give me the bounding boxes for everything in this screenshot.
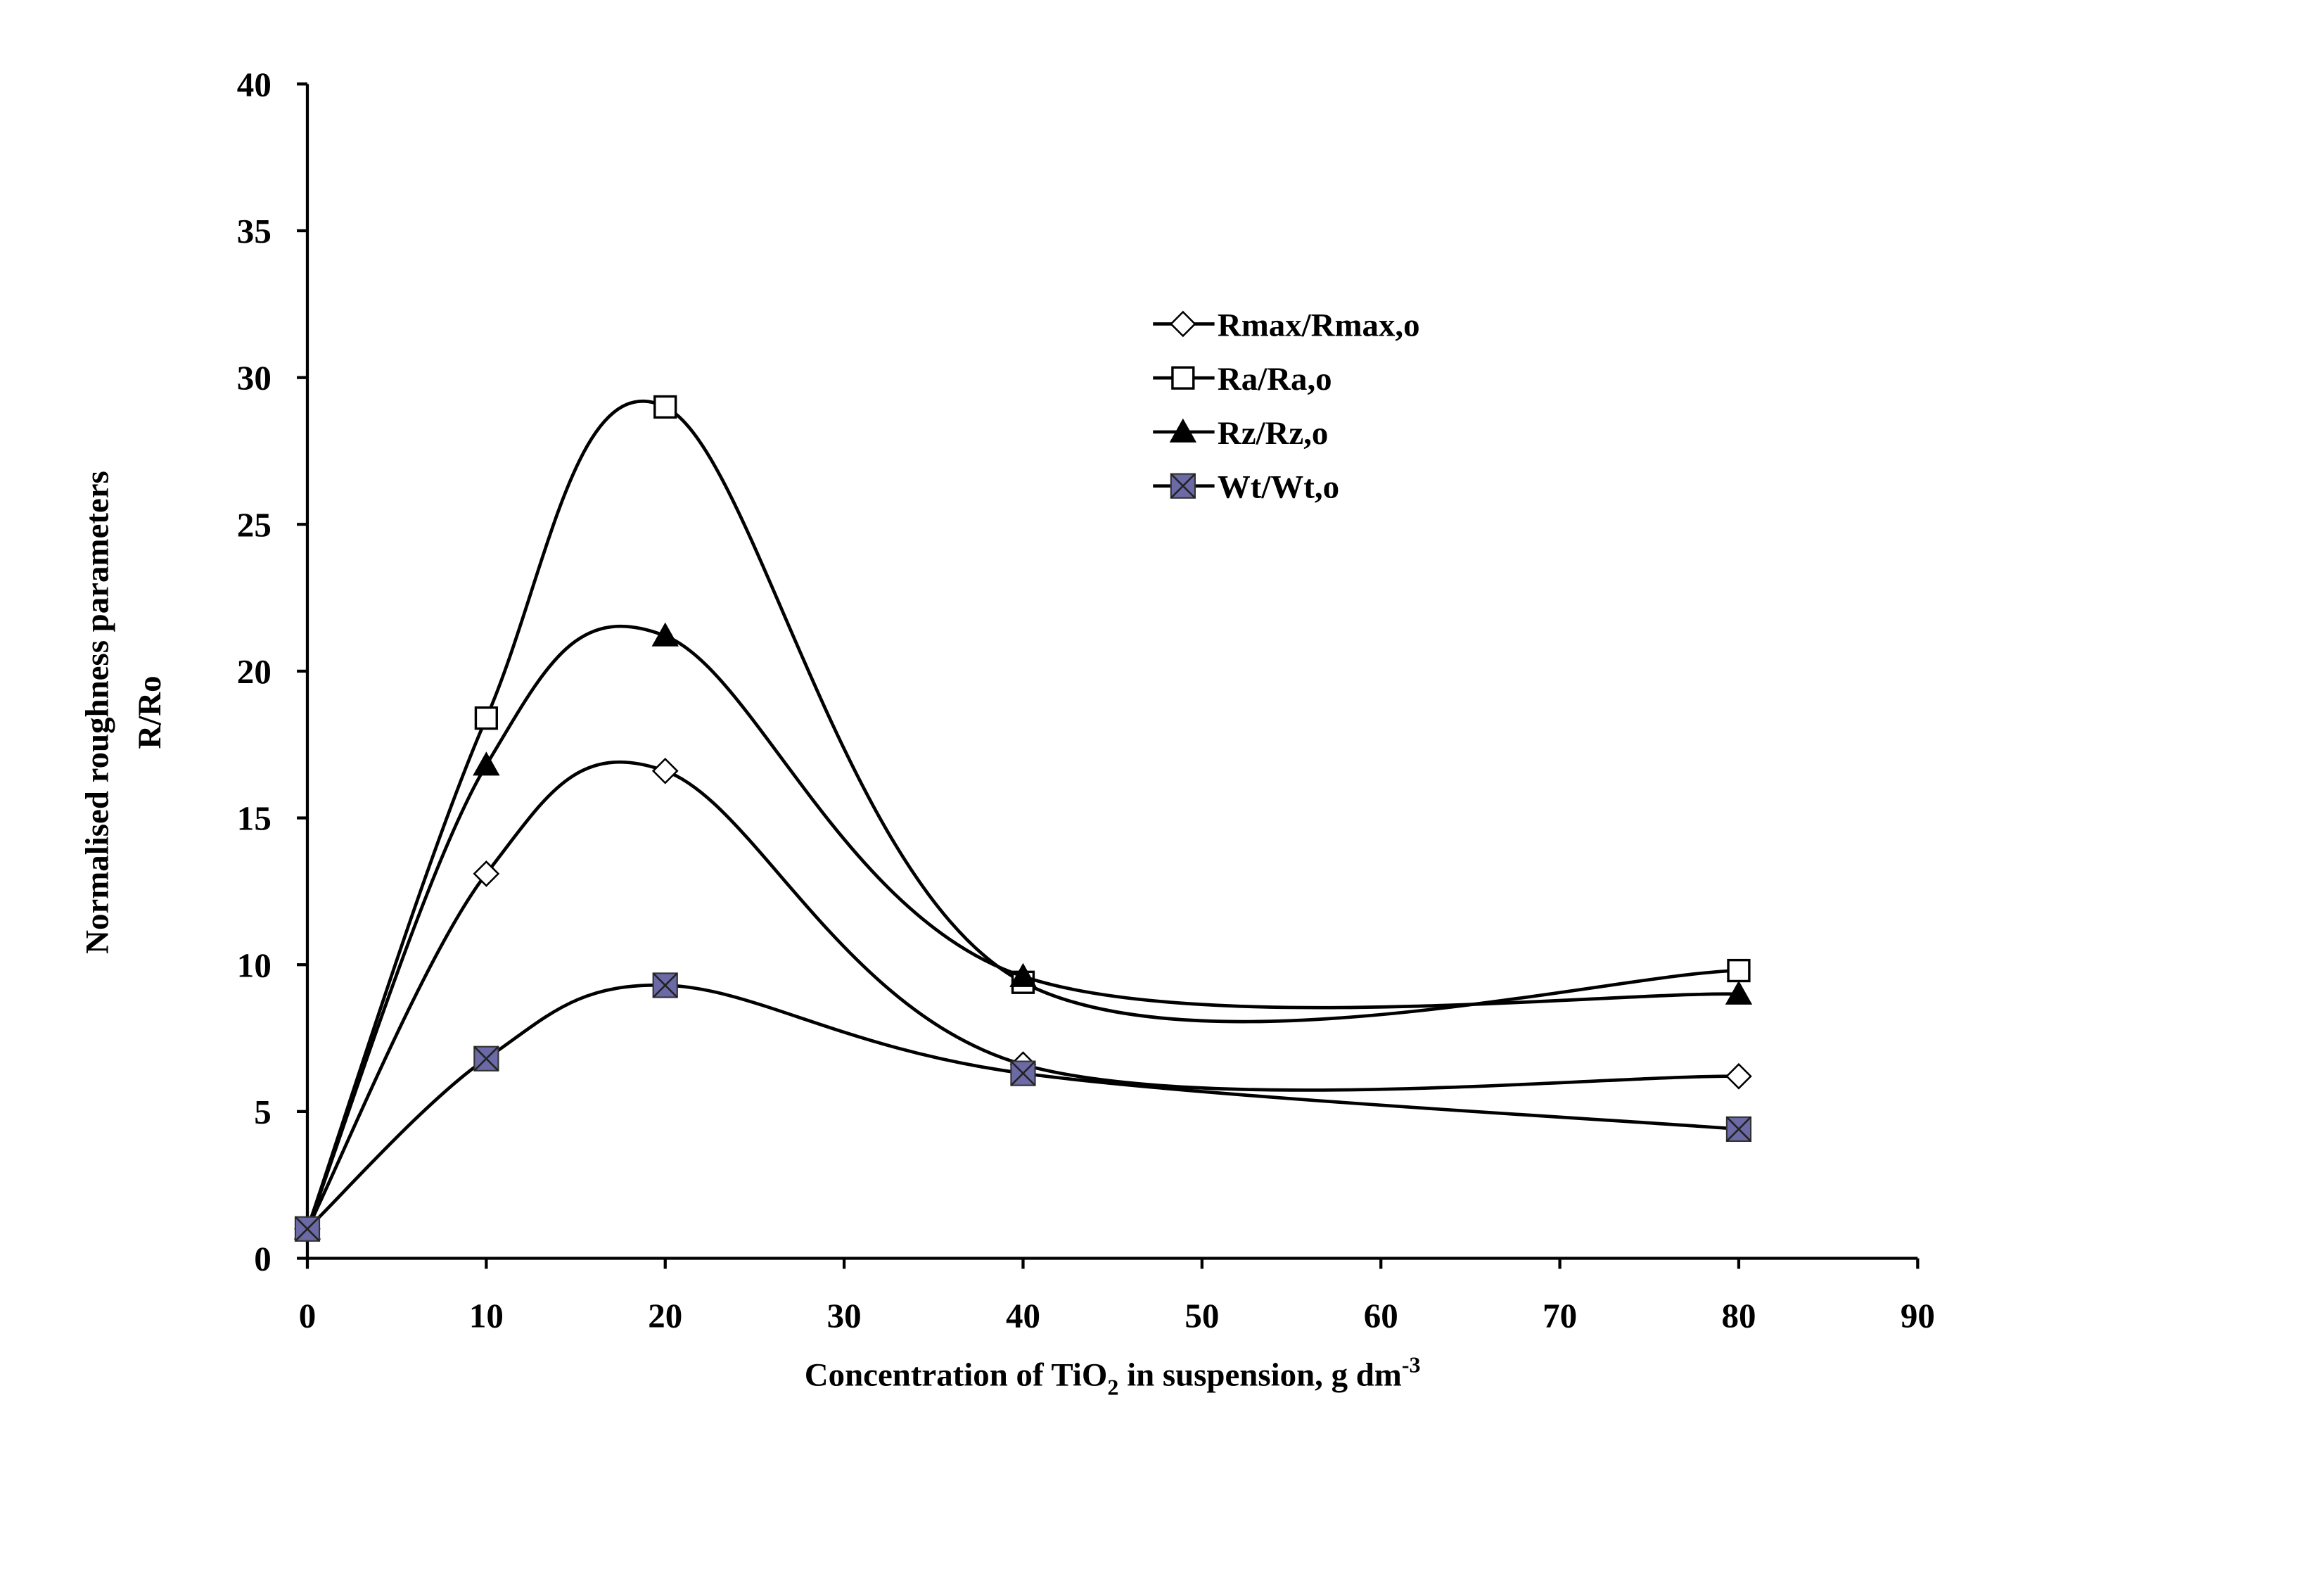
y-tick-label: 10 bbox=[237, 946, 272, 984]
legend-label: Ra/Ra,o bbox=[1218, 361, 1332, 398]
y-tick-label: 15 bbox=[237, 799, 272, 838]
series-1 bbox=[295, 395, 1751, 1241]
y-tick-label: 20 bbox=[237, 652, 272, 691]
series-0 bbox=[294, 757, 1752, 1242]
square-marker bbox=[1727, 958, 1751, 983]
legend-item: Rmax/Rmax,o bbox=[1153, 307, 1420, 343]
y-axis-label-line2: R/Ro bbox=[132, 675, 168, 749]
legend-label: Rmax/Rmax,o bbox=[1218, 307, 1420, 343]
diamond-marker bbox=[651, 757, 679, 784]
diamond-marker bbox=[473, 860, 500, 887]
triangle-marker bbox=[1725, 980, 1753, 1005]
square-x-marker bbox=[1010, 1060, 1036, 1086]
marker-cross bbox=[1010, 1060, 1036, 1086]
y-tick-label: 30 bbox=[237, 359, 272, 398]
triangle-marker bbox=[473, 751, 500, 776]
series-3 bbox=[294, 972, 1752, 1242]
y-axis-label-line1: Normalised roughness parameters bbox=[79, 471, 115, 954]
legend-item: Rz/Rz,o bbox=[1153, 415, 1328, 452]
y-tick-label: 35 bbox=[237, 212, 272, 250]
square-x-marker bbox=[294, 1216, 321, 1242]
x-tick-label: 0 bbox=[299, 1297, 317, 1335]
square-x-marker bbox=[1170, 473, 1196, 499]
x-tick-label: 40 bbox=[1006, 1297, 1040, 1335]
x-tick-label: 70 bbox=[1543, 1297, 1577, 1335]
series-group bbox=[293, 395, 1753, 1242]
legend-label: Wt/Wt,o bbox=[1218, 469, 1339, 506]
marker-cross bbox=[295, 1216, 320, 1242]
legend-item: Wt/Wt,o bbox=[1153, 469, 1339, 506]
triangle-marker bbox=[1169, 418, 1197, 443]
y-tick-label: 5 bbox=[254, 1093, 272, 1131]
y-tick-label: 25 bbox=[237, 505, 272, 544]
triangle-marker bbox=[1009, 962, 1037, 987]
square-x-marker bbox=[652, 972, 678, 998]
square-marker bbox=[474, 706, 498, 730]
triangle-marker bbox=[651, 622, 679, 647]
legend: Rmax/Rmax,o Ra/Ra,o Rz/Rz,o Wt/Wt,o bbox=[1153, 307, 1420, 506]
marker-cross bbox=[652, 972, 678, 998]
series-line bbox=[305, 399, 1739, 1230]
marker-cross bbox=[1170, 473, 1196, 499]
x-axis-label: Concentration of TiO2 in suspension, g d… bbox=[805, 1352, 1421, 1399]
x-tick-label: 20 bbox=[648, 1297, 682, 1335]
x-tick-label: 80 bbox=[1721, 1297, 1756, 1335]
x-tick-label: 30 bbox=[827, 1297, 862, 1335]
square-x-marker bbox=[1725, 1116, 1752, 1143]
square-marker bbox=[653, 395, 677, 419]
legend-label: Rz/Rz,o bbox=[1218, 415, 1328, 452]
x-tick-label: 90 bbox=[1901, 1297, 1935, 1335]
axes: 0 10 20 30 40 50 60 70 80 90 0 5 10 15 20 25 30 35 40 bbox=[237, 65, 1935, 1335]
x-tick-label: 50 bbox=[1185, 1297, 1219, 1335]
y-tick-label: 0 bbox=[254, 1240, 272, 1278]
legend-item: Ra/Ra,o bbox=[1153, 361, 1332, 398]
series-line bbox=[306, 983, 1739, 1231]
marker-cross bbox=[473, 1045, 499, 1072]
marker-cross bbox=[1726, 1116, 1751, 1142]
square-x-marker bbox=[473, 1045, 499, 1072]
x-tick-label: 10 bbox=[469, 1297, 504, 1335]
diamond-marker bbox=[1725, 1062, 1752, 1090]
series-line bbox=[305, 624, 1739, 1230]
diamond-marker bbox=[1169, 310, 1196, 338]
x-tick-label: 60 bbox=[1364, 1297, 1398, 1335]
square-marker bbox=[1171, 366, 1195, 390]
series-2 bbox=[293, 622, 1753, 1240]
y-tick-label: 40 bbox=[237, 65, 272, 103]
series-line bbox=[305, 760, 1739, 1230]
